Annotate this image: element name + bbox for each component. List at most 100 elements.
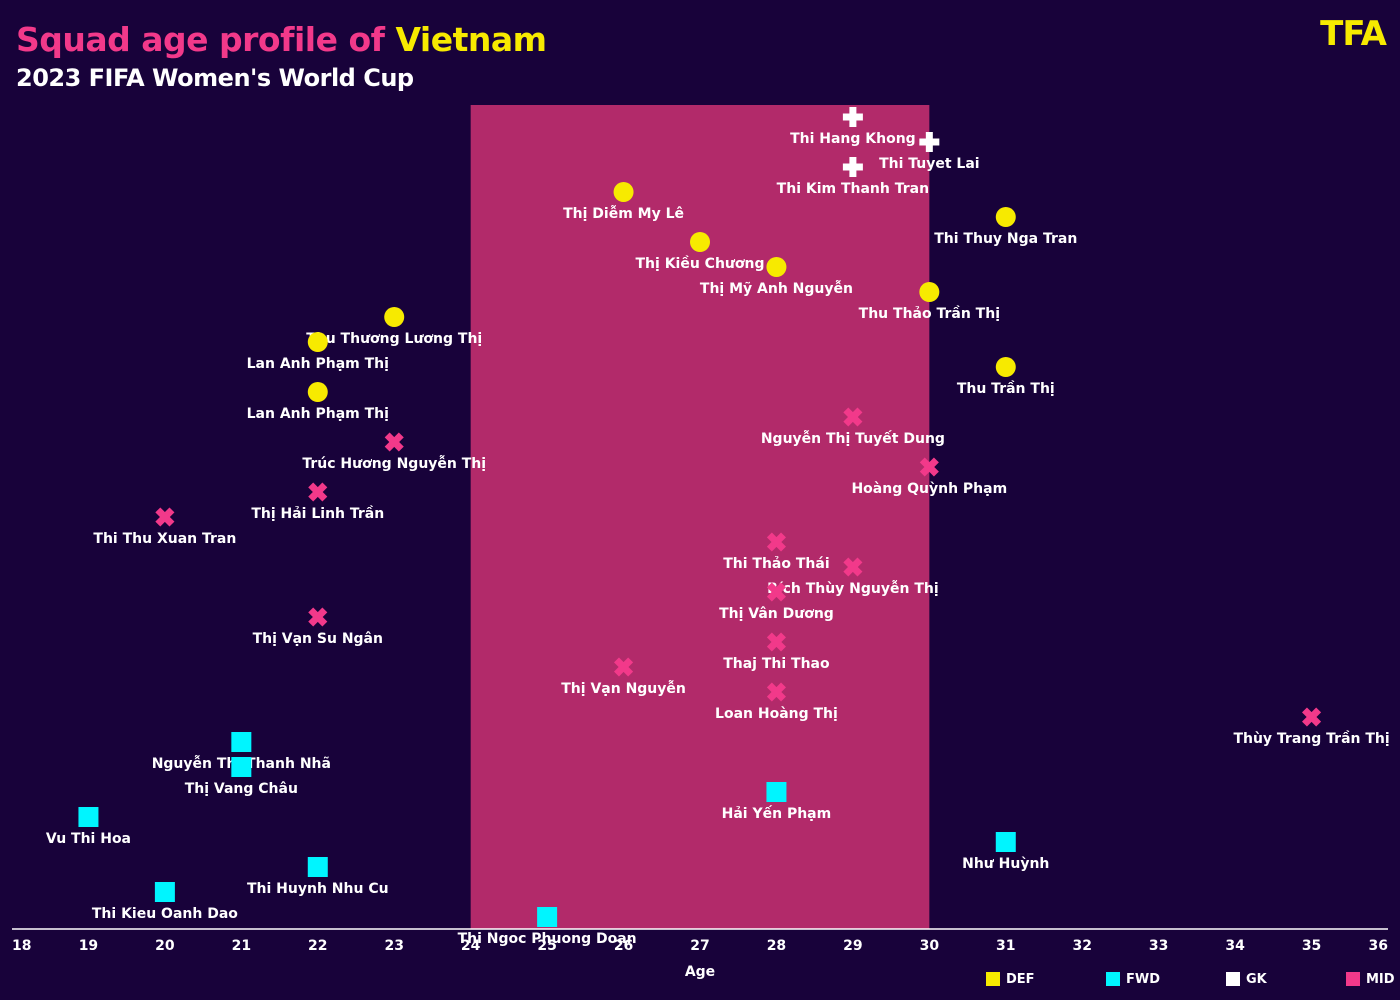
player-point: Thaj Thi Thao [723,632,830,672]
player-point: Thi Thu Xuan Tran [93,507,236,547]
x-axis-ticks: 18 19 20 21 22 23 24 25 26 27 28 29 30 31 32 33 34 35 36 [12,938,1388,954]
mid-marker-cross [766,532,786,552]
legend-label-fwd: FWD [1126,971,1161,987]
def-marker-circle [384,307,405,327]
player-name-label: Thi Hang Khong [790,131,916,147]
def-marker-circle [995,357,1016,377]
player-name-label: Thi Huynh Nhu Cu [247,881,389,897]
player-point: Thi Thảo Thái [723,532,830,572]
player-point: Thị Vạn Nguyễn [561,657,686,697]
player-point: Vu Thi Hoa [46,807,131,847]
x-tick-label: 30 [920,938,940,954]
legend-label-gk: GK [1246,971,1267,987]
peak-age-band [470,105,930,929]
player-point: Loan Hoàng Thị [715,682,838,722]
player-name-label: Lan Anh Phạm Thị [247,406,389,422]
player-points: Thi Hang Khong Thi Tuyet Lai Thi Kim Thanh… [46,107,1390,947]
player-point: Hải Yến Phạm [722,782,832,822]
x-tick-label: 25 [537,938,556,954]
player-point: Thị Vạn Su Ngân [253,607,383,647]
player-point: Thị Mỹ Anh Nguyễn [700,257,853,297]
x-tick-label: 24 [461,938,481,954]
player-name-label: Nguyễn Thị Tuyết Dung [761,430,945,447]
fwd-swatch-icon [1106,972,1120,986]
player-name-label: Thu Thương Lương Thị [306,331,482,347]
def-swatch-icon [986,972,1000,986]
x-tick-label: 28 [767,938,786,954]
def-marker-circle [307,332,328,352]
mid-marker-cross [155,507,175,527]
x-tick-label: 35 [1302,938,1321,954]
player-name-label: Thị Vạn Su Ngân [253,631,383,647]
fwd-marker-square [995,832,1016,852]
legend-label-def: DEF [1006,971,1035,987]
gk-marker-plus [919,132,940,152]
def-marker-circle [690,232,710,252]
x-tick-label: 23 [384,938,403,954]
player-name-label: Bích Thùy Nguyễn Thị [767,580,939,597]
player-name-label: Thị Diễm My Lê [563,205,684,222]
x-tick-label: 20 [155,938,175,954]
player-name-label: Như Huỳnh [962,856,1049,872]
player-name-label: Vu Thi Hoa [46,831,131,847]
tfa-logo: TFA [1320,14,1387,54]
mid-marker-cross [614,657,634,677]
player-name-label: Thu Thảo Trần Thị [859,305,1000,322]
player-name-label: Thị Mỹ Anh Nguyễn [700,280,853,297]
def-marker-circle [919,282,940,302]
x-tick-label: 19 [79,938,98,954]
x-tick-label: 32 [1072,938,1091,954]
mid-swatch-icon [1346,972,1360,986]
player-point: Thị Vang Châu [185,757,298,797]
player-point: Thị Diễm My Lê [563,182,684,222]
player-point: Thu Thảo Trần Thị [859,282,1000,322]
player-name-label: Thi Kim Thanh Tran [777,181,929,197]
player-name-label: Trúc Hương Nguyễn Thị [302,455,486,472]
player-name-label: Loan Hoàng Thị [715,706,838,722]
x-tick-label: 18 [12,938,31,954]
x-tick-label: 21 [232,938,251,954]
player-name-label: Thị Vân Dương [719,606,834,622]
player-name-label: Hoàng Quỳnh Phạm [851,481,1007,497]
player-name-label: Lan Anh Phạm Thị [247,356,389,372]
player-point: Thi Kieu Oanh Dao [92,882,238,922]
x-tick-label: 36 [1369,938,1388,954]
player-name-label: Thi Ngoc Phuong Doan [458,931,637,947]
mid-marker-cross [843,557,863,577]
mid-marker-cross [766,632,786,652]
fwd-marker-square [766,782,787,802]
fwd-marker-square [307,857,328,877]
title-country: Vietnam [395,20,547,59]
player-point: Hoàng Quỳnh Phạm [851,457,1007,497]
x-tick-label: 27 [690,938,709,954]
player-name-label: Hải Yến Phạm [722,805,832,822]
def-marker-circle [613,182,634,202]
player-point: Lan Anh Phạm Thị [247,332,389,372]
player-point: Thu Thương Lương Thị [306,307,482,347]
legend-label-mid: MID [1366,971,1395,987]
x-tick-label: 29 [843,938,862,954]
player-name-label: Thi Kieu Oanh Dao [92,906,238,922]
chart-subtitle: 2023 FIFA Women's World Cup [16,64,414,92]
x-tick-label: 31 [996,938,1015,954]
mid-marker-cross [766,682,786,702]
player-point: Thùy Trang Trần Thị [1233,707,1390,747]
legend-item-gk: GK [1226,970,1267,988]
fwd-marker-square [78,807,99,827]
player-name-label: Thu Trần Thị [957,380,1055,397]
player-name-label: Thị Kiều Chương [636,255,765,272]
player-point: Thu Trần Thị [957,357,1055,397]
player-name-label: Thaj Thi Thao [723,656,830,672]
player-point: Thị Hải Linh Trần [251,482,384,522]
mid-marker-cross [308,482,328,502]
legend-item-def: DEF [986,970,1035,988]
legend-item-mid: MID [1346,970,1395,988]
x-axis-label: Age [685,964,715,980]
player-point: Như Huỳnh [962,832,1049,872]
title-prefix: Squad age profile of [16,20,396,59]
player-name-label: Thi Tuyet Lai [879,156,980,172]
player-name-label: Thi Thảo Thái [723,556,829,572]
player-point: Thị Vân Dương [719,582,834,622]
mid-marker-cross [766,582,786,602]
